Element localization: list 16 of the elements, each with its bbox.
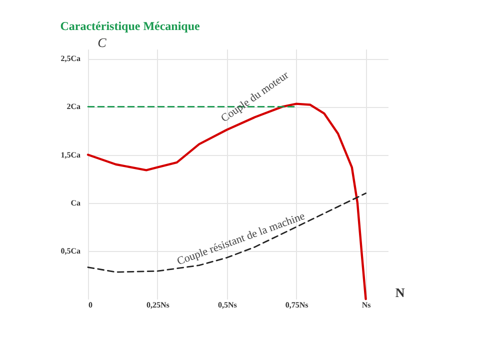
line-series xyxy=(86,102,367,300)
x-axis-title: N xyxy=(395,285,406,300)
line-series xyxy=(87,192,366,273)
x-tick-label: 0,25Ns xyxy=(146,300,170,310)
y-tick-label: 0,5Ca xyxy=(60,246,80,256)
y-tick-label: Ca xyxy=(70,198,80,208)
y-axis-title: C xyxy=(98,35,107,50)
x-tick-label: Ns xyxy=(362,300,371,310)
annotation: Couple résistant de la machine xyxy=(176,210,307,268)
y-tick-label: 2Ca xyxy=(66,102,80,112)
x-tick-label: 0,75Ns xyxy=(285,300,308,310)
y-tick-label: 2,5Ca xyxy=(60,54,80,64)
chart-title: Caractéristique Mécanique xyxy=(60,19,201,33)
x-tick-label: 0 xyxy=(88,300,92,310)
y-tick-label: 1,5Ca xyxy=(60,150,80,160)
x-tick-label: 0,5Ns xyxy=(218,300,237,310)
